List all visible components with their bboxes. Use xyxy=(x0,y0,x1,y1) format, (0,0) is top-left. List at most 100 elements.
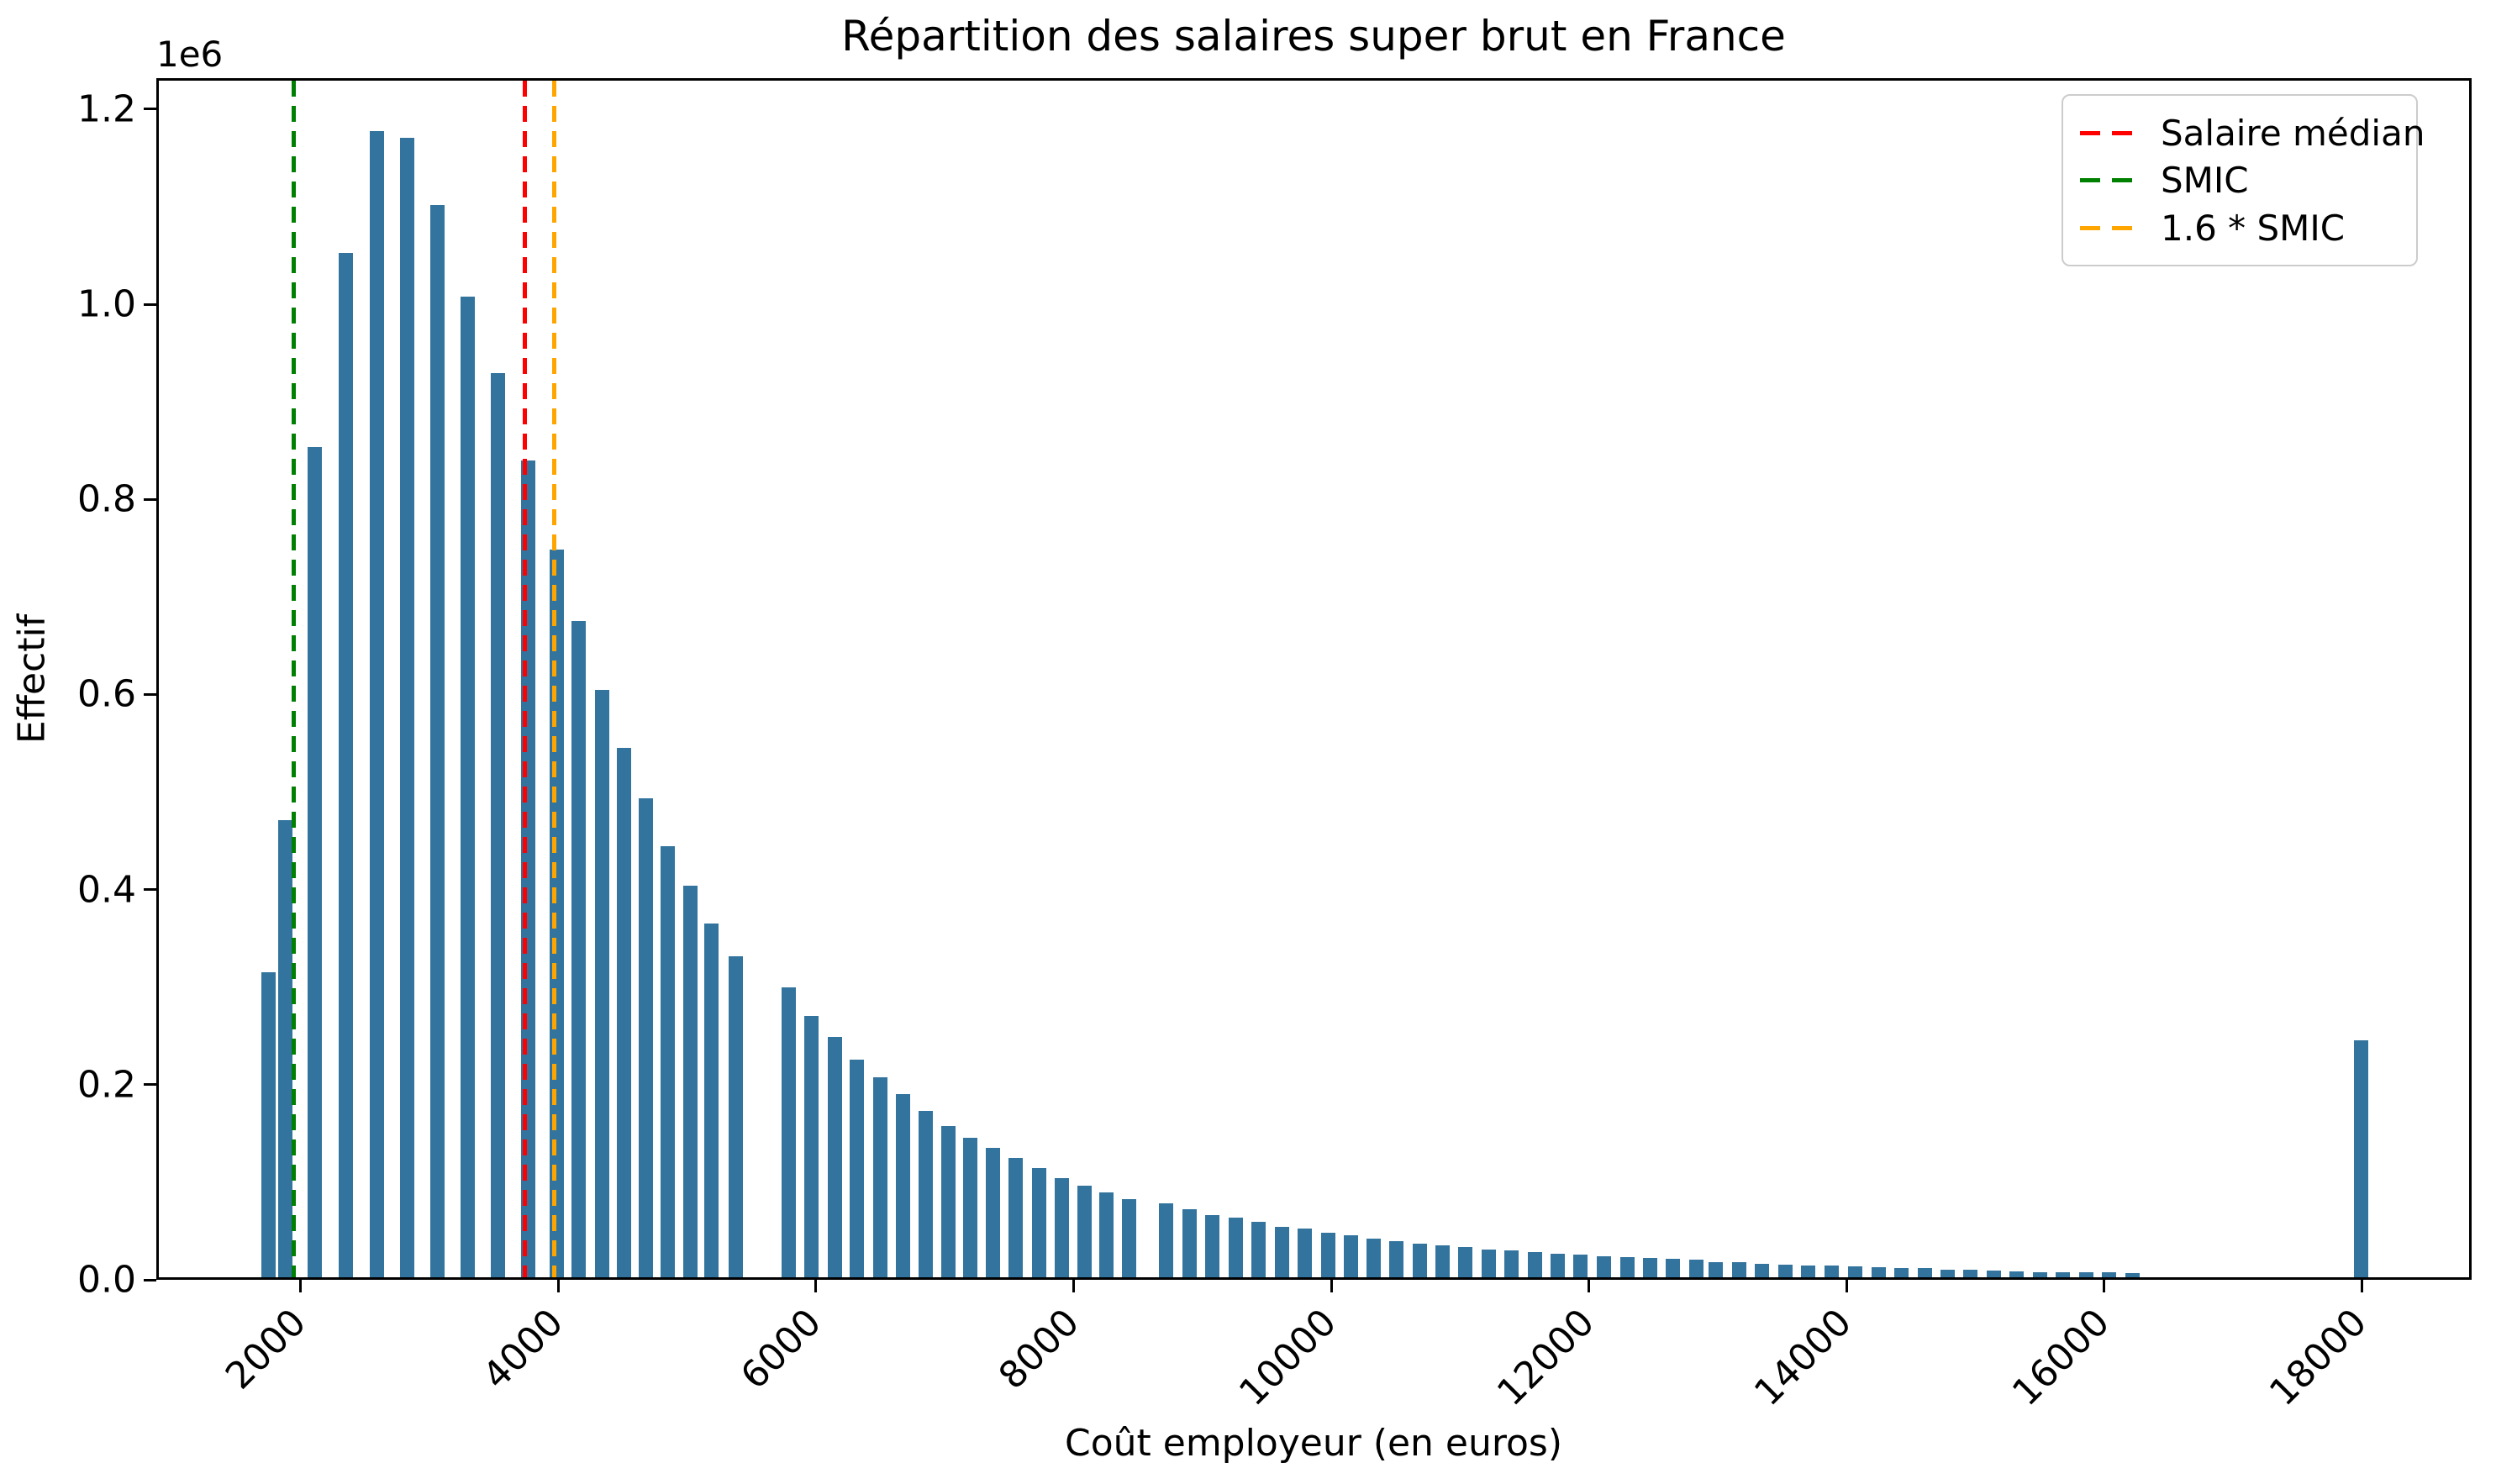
histogram-bar xyxy=(1504,1250,1519,1277)
histogram-bar xyxy=(1527,1252,1542,1277)
histogram-bar xyxy=(1412,1243,1427,1277)
x-tick-label: 14000 xyxy=(1746,1301,1861,1415)
chart-title: Répartition des salaires super brut en F… xyxy=(841,12,1786,61)
y-tick-label: 0.6 xyxy=(77,672,136,716)
histogram-bar xyxy=(1122,1199,1137,1277)
histogram-bar xyxy=(804,1015,819,1277)
histogram-bar xyxy=(1458,1247,1473,1277)
vline-smic xyxy=(291,81,296,1277)
histogram-bar xyxy=(1755,1263,1770,1277)
y-tick-mark xyxy=(144,692,156,696)
histogram-bar xyxy=(1940,1269,1955,1277)
histogram-bar xyxy=(1343,1235,1358,1277)
vline-median xyxy=(523,81,528,1277)
histogram-bar xyxy=(704,923,719,1277)
histogram-bar xyxy=(1917,1268,1932,1277)
x-tick-mark xyxy=(1330,1280,1333,1292)
legend-entry-smic: SMIC xyxy=(2080,159,2399,203)
histogram-bar xyxy=(872,1077,887,1277)
legend: Salaire médian SMIC 1.6 * SMIC xyxy=(2062,94,2425,266)
legend-dash-sample xyxy=(2080,130,2142,135)
legend-entry-smic16: 1.6 * SMIC xyxy=(2080,206,2399,250)
histogram-bar xyxy=(2056,1271,2071,1277)
histogram-bar xyxy=(2354,1039,2369,1277)
histogram-bar xyxy=(1435,1245,1450,1277)
legend-label: SMIC xyxy=(2161,160,2249,201)
histogram-bar xyxy=(1320,1232,1335,1277)
histogram-bar xyxy=(1158,1202,1173,1277)
y-tick-mark xyxy=(144,1278,156,1281)
x-tick-mark xyxy=(556,1280,560,1292)
histogram-bar xyxy=(1182,1208,1197,1277)
histogram-bar xyxy=(261,971,276,1277)
x-tick-mark xyxy=(1588,1280,1591,1292)
histogram-bar xyxy=(728,956,743,1277)
histogram-bar xyxy=(430,205,445,1277)
histogram-bar xyxy=(1731,1262,1746,1277)
histogram-bar xyxy=(782,987,797,1277)
x-tick-mark xyxy=(2360,1280,2363,1292)
x-axis-label: Coût employeur (en euros) xyxy=(1064,1422,1563,1465)
histogram-bar xyxy=(2009,1271,2025,1277)
histogram-bar xyxy=(1008,1158,1023,1277)
histogram-bar xyxy=(2078,1272,2093,1277)
x-tick-label: 8000 xyxy=(990,1301,1087,1398)
plot-area xyxy=(156,78,2472,1280)
legend-label: Salaire médian xyxy=(2161,112,2425,154)
histogram-bar xyxy=(1551,1254,1566,1277)
histogram-bar xyxy=(1366,1238,1381,1277)
y-tick-mark xyxy=(144,108,156,111)
histogram-bar xyxy=(1709,1261,1724,1277)
legend-label: 1.6 * SMIC xyxy=(2161,207,2346,249)
histogram-bar xyxy=(399,138,414,1277)
histogram-bar xyxy=(1205,1214,1220,1277)
y-tick-label: 0.2 xyxy=(77,1063,136,1107)
histogram-bar xyxy=(962,1138,977,1277)
histogram-bar xyxy=(491,372,506,1277)
legend-entry-median: Salaire médian xyxy=(2080,111,2425,155)
y-tick-mark xyxy=(144,497,156,501)
histogram-bar xyxy=(1666,1258,1681,1277)
legend-dash-sample xyxy=(2080,178,2142,182)
vline-smic16 xyxy=(551,81,556,1277)
y-tick-mark xyxy=(144,888,156,892)
histogram-bar xyxy=(1777,1264,1793,1277)
histogram-bar xyxy=(1228,1218,1243,1277)
histogram-bar xyxy=(1031,1168,1046,1277)
x-tick-mark xyxy=(299,1280,303,1292)
histogram-bar xyxy=(2101,1272,2116,1277)
x-tick-label: 18000 xyxy=(2262,1301,2376,1415)
y-tick-label: 1.0 xyxy=(77,282,136,326)
y-tick-mark xyxy=(144,303,156,306)
histogram-bar xyxy=(1986,1271,2001,1277)
histogram-bar xyxy=(1847,1266,1862,1277)
histogram-bar xyxy=(895,1093,910,1277)
histogram-bar xyxy=(1825,1266,1840,1277)
histogram-bar xyxy=(594,690,609,1277)
histogram-bar xyxy=(616,747,631,1277)
histogram-bar xyxy=(1054,1177,1069,1277)
y-axis-offset-label: 1e6 xyxy=(156,34,224,75)
histogram-bar xyxy=(1597,1255,1612,1277)
histogram-bar xyxy=(461,297,476,1277)
histogram-bar xyxy=(850,1060,865,1277)
histogram-bar xyxy=(827,1037,842,1277)
histogram-bar xyxy=(1688,1259,1703,1277)
x-tick-label: 16000 xyxy=(2004,1301,2118,1415)
histogram-bar xyxy=(1619,1257,1635,1277)
histogram-bar xyxy=(369,130,384,1277)
histogram-bar xyxy=(1894,1267,1909,1277)
x-tick-mark xyxy=(1845,1280,1848,1292)
x-tick-label: 2000 xyxy=(217,1301,315,1398)
legend-dash-sample xyxy=(2080,225,2142,230)
histogram-bar xyxy=(1251,1221,1266,1277)
x-tick-mark xyxy=(2103,1280,2106,1292)
x-tick-mark xyxy=(814,1280,818,1292)
histogram-bar xyxy=(339,253,354,1277)
y-tick-label: 0.8 xyxy=(77,477,136,521)
y-tick-mark xyxy=(144,1083,156,1087)
histogram-bar xyxy=(1963,1270,1978,1277)
y-tick-label: 0.0 xyxy=(77,1258,136,1302)
x-tick-label: 6000 xyxy=(732,1301,830,1398)
